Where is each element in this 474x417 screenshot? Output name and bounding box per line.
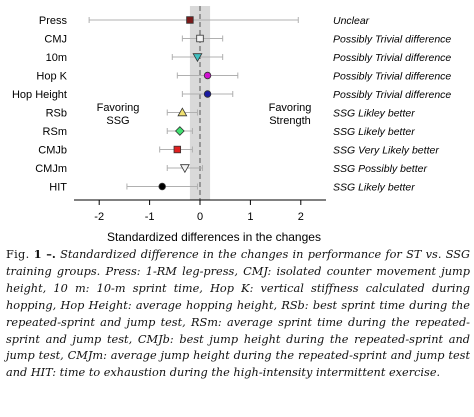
x-tick-label: -2	[94, 211, 104, 223]
row-cmjm: CMJm SSG Possibly better	[35, 163, 427, 175]
row-10m: 10m Possibly Trivial difference	[46, 52, 452, 64]
row-inference: Unclear	[333, 15, 370, 27]
row-cmjb: CMJb SSG Very Likely better	[38, 145, 439, 157]
row-press: Press Unclear	[39, 15, 370, 27]
row-inference: SSG Possibly better	[333, 163, 427, 175]
forest-plot-svg: Press Unclear CMJ Possibly Trivial differen…	[12, 6, 451, 244]
caption-fig-number: 1	[33, 247, 42, 261]
x-axis-label: Standardized differences in the changes	[107, 230, 321, 244]
row-inference: SSG Very Likely better	[333, 145, 439, 157]
rows-layer: Press Unclear CMJ Possibly Trivial differen…	[12, 15, 451, 194]
x-tick-label: -1	[145, 211, 155, 223]
row-rsb: RSb SSG Likley better	[46, 107, 415, 120]
estimate-marker	[203, 90, 212, 98]
row-label: Press	[39, 15, 68, 27]
row-label: RSb	[46, 108, 67, 120]
estimate-marker	[173, 145, 182, 154]
row-label: CMJb	[38, 145, 67, 157]
estimate-marker	[192, 53, 203, 63]
region-label-right-line2: Strength	[269, 115, 311, 127]
row-label: 10m	[46, 52, 67, 64]
row-rsm: RSm SSG Likely better	[43, 126, 416, 138]
estimate-marker	[158, 182, 166, 191]
row-label: RSm	[43, 126, 67, 138]
estimate-marker	[177, 107, 188, 117]
forest-plot: Press Unclear CMJ Possibly Trivial differen…	[12, 6, 451, 244]
row-inference: SSG Likley better	[333, 108, 415, 120]
row-inference: SSG Likely better	[333, 126, 415, 138]
estimate-marker	[203, 71, 212, 80]
row-inference: SSG Likely better	[333, 182, 415, 194]
x-tick-label: 1	[247, 211, 253, 223]
row-label: CMJ	[44, 34, 67, 46]
x-axis-ticks: -2 -1 0 1 2	[94, 200, 304, 223]
row-cmj: CMJ Possibly Trivial difference	[44, 34, 451, 46]
estimate-marker	[174, 126, 185, 136]
caption-text: Standardized difference in the changes i…	[6, 248, 470, 380]
row-inference: Possibly Trivial difference	[333, 71, 451, 83]
x-tick-label: 0	[197, 211, 203, 223]
caption-fig-label: Fig.	[6, 248, 30, 261]
row-hop-height: Hop Height Possibly Trivial difference	[12, 89, 451, 101]
row-label: Hop Height	[12, 89, 67, 101]
row-inference: Possibly Trivial difference	[333, 52, 451, 64]
row-hit: HIT SSG Likely better	[49, 182, 415, 194]
row-label: CMJm	[35, 163, 67, 175]
row-hop-k: Hop K Possibly Trivial difference	[36, 71, 451, 83]
estimate-marker	[179, 164, 190, 174]
estimate-marker	[186, 16, 194, 24]
figure-caption: Fig. 1 –. Standardized difference in the…	[6, 246, 470, 382]
x-tick-label: 2	[298, 211, 304, 223]
estimate-marker	[196, 34, 204, 43]
region-label-left-line1: Favoring	[97, 102, 140, 114]
row-inference: Possibly Trivial difference	[333, 34, 451, 46]
caption-fig-dash: –.	[41, 247, 56, 261]
region-label-right-line1: Favoring	[269, 102, 312, 114]
row-label: HIT	[49, 182, 67, 194]
row-label: Hop K	[36, 71, 67, 83]
region-label-left-line2: SSG	[106, 115, 129, 127]
row-inference: Possibly Trivial difference	[333, 89, 451, 101]
